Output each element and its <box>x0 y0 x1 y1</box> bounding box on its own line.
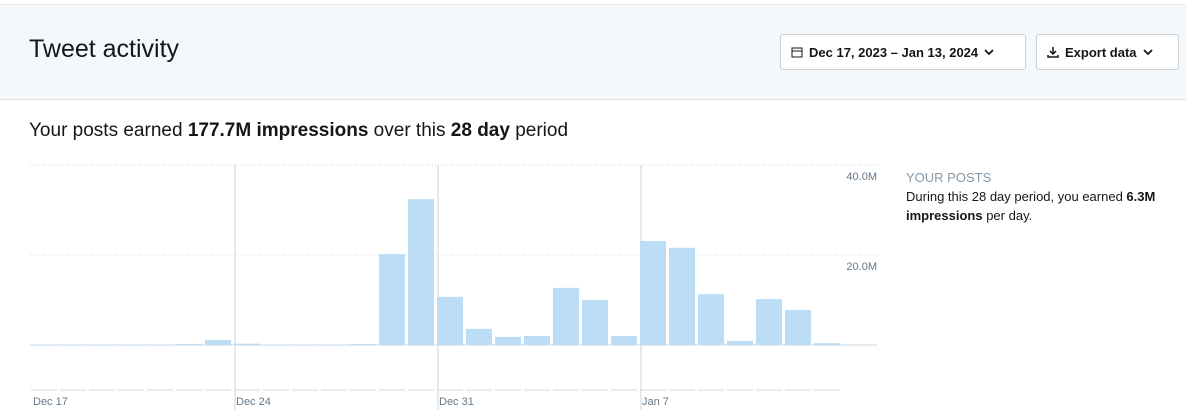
placeholder-bar <box>379 389 405 391</box>
export-button[interactable]: Export data <box>1036 34 1179 70</box>
bar <box>553 287 579 345</box>
placeholder-bar <box>466 389 492 391</box>
placeholder-bar <box>437 389 463 391</box>
placeholder-bar <box>611 389 637 391</box>
bar <box>582 300 608 345</box>
placeholder-bar <box>234 389 260 391</box>
bar <box>205 340 231 345</box>
bar <box>785 309 811 345</box>
chart: 20.0M 40.0M Dec 17 Dec 24 Dec 31 Jan 7 <box>30 164 877 410</box>
chevron <box>1142 49 1153 56</box>
bar <box>611 336 637 345</box>
placeholder-bar <box>495 389 521 391</box>
side-text: During this 28 day period, you earned 6.… <box>906 187 1178 225</box>
placeholder-bar <box>524 389 550 391</box>
x-tick-label: Dec 24 <box>236 396 271 408</box>
placeholder-bar <box>350 389 376 391</box>
side-text-part: During this 28 day period, you earned <box>906 189 1127 204</box>
placeholder-bar <box>292 389 318 391</box>
page-title: Tweet activity <box>29 35 180 63</box>
placeholder-bar <box>60 389 86 391</box>
x-tick-label: Jan 7 <box>642 396 669 408</box>
placeholder-bar <box>263 389 289 391</box>
side-daily: 6.3M impressions <box>906 189 1156 223</box>
bar <box>495 336 521 345</box>
bar <box>408 199 434 345</box>
placeholder-bar <box>582 389 608 391</box>
side-heading: YOUR POSTS <box>906 170 992 185</box>
placeholder-bar <box>205 389 231 391</box>
export-label: Export data <box>1065 44 1137 60</box>
bar <box>640 241 666 345</box>
download-icon <box>1047 47 1059 58</box>
placeholder-bar <box>89 389 115 391</box>
placeholder-bar <box>321 389 347 391</box>
placeholder-bar <box>408 389 434 391</box>
placeholder-bar <box>727 389 753 391</box>
placeholder-bar <box>669 389 695 391</box>
placeholder-bar <box>31 389 57 391</box>
placeholder-bar <box>756 389 782 391</box>
y-tick-label: 20.0M <box>846 261 877 273</box>
placeholder-bar <box>814 389 840 391</box>
x-tick-label: Dec 17 <box>33 396 68 408</box>
placeholder-bar <box>147 389 173 391</box>
side-text-part: per day. <box>982 208 1033 223</box>
summary-text: Your posts earned <box>29 120 188 141</box>
summary-text: period <box>509 120 569 141</box>
date-range-button[interactable]: Dec 17, 2023 – Jan 13, 2024 <box>780 34 1026 70</box>
placeholder-bar <box>553 389 579 391</box>
chevron <box>984 49 994 56</box>
summary-period: 28 day <box>450 120 510 141</box>
bar <box>524 336 550 345</box>
bar <box>350 344 376 345</box>
bar <box>727 340 753 345</box>
bar <box>814 343 840 345</box>
x-tick-label: Dec 31 <box>439 396 474 408</box>
bar <box>234 343 260 345</box>
calendar-icon <box>791 47 803 58</box>
bar <box>176 344 202 345</box>
y-tick-label: 40.0M <box>846 171 877 183</box>
side-panel: YOUR POSTS During this 28 day period, yo… <box>906 168 1178 225</box>
bar <box>669 247 695 345</box>
placeholder-bar <box>176 389 202 391</box>
date-range: Dec 17, 2023 – Jan 13, 2024 <box>809 44 979 60</box>
bar <box>437 296 463 345</box>
summary-text: over this <box>368 120 451 141</box>
placeholder-bar <box>640 389 666 391</box>
placeholder-bar <box>118 389 144 391</box>
header: Tweet activity Dec 17, 2023 – Jan 13, 20… <box>0 4 1186 100</box>
bar <box>756 299 782 345</box>
bar <box>466 328 492 345</box>
placeholder-bar <box>698 389 724 391</box>
placeholder-bar <box>785 389 811 391</box>
bar <box>698 294 724 345</box>
summary: Your posts earned 177.7M impressions ove… <box>29 120 568 142</box>
summary-impressions: 177.7M impressions <box>187 120 369 141</box>
bar <box>379 254 405 345</box>
